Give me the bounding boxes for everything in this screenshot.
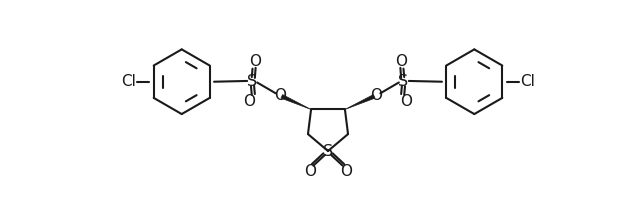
Polygon shape (345, 95, 375, 110)
Text: S: S (398, 74, 408, 89)
Text: O: O (275, 88, 286, 103)
Text: O: O (243, 94, 255, 109)
Polygon shape (281, 95, 311, 110)
Text: O: O (395, 54, 407, 69)
Text: Cl: Cl (121, 74, 136, 89)
Text: S: S (248, 74, 258, 89)
Text: O: O (249, 54, 261, 69)
Text: Cl: Cl (520, 74, 535, 89)
Text: O: O (370, 88, 381, 103)
Text: O: O (401, 94, 413, 109)
Text: O: O (304, 164, 316, 179)
Text: S: S (323, 143, 333, 159)
Text: O: O (340, 164, 352, 179)
